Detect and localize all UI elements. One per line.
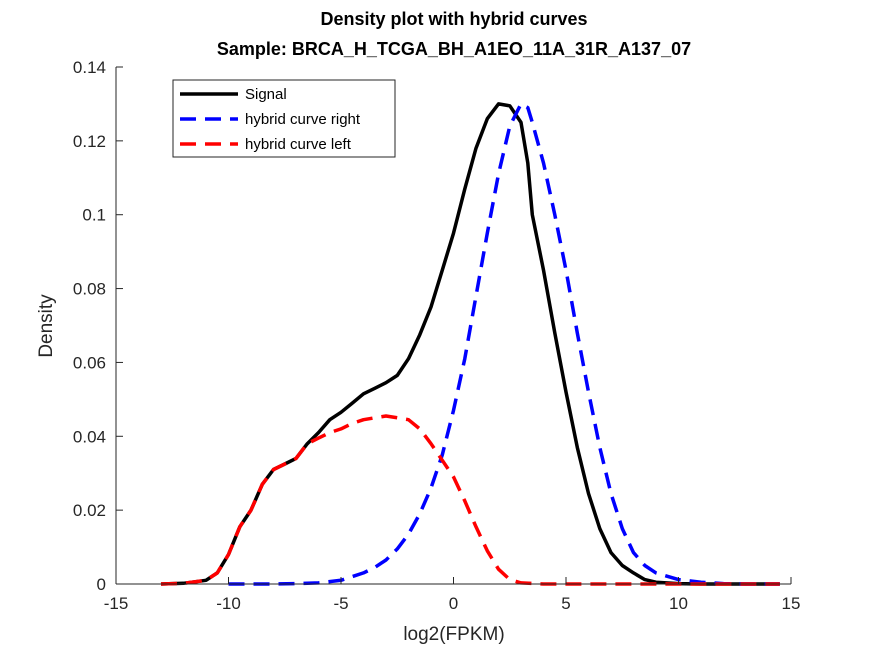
y-tick-label: 0	[97, 575, 106, 594]
y-tick-label: 0.08	[73, 280, 106, 299]
legend-label: hybrid curve right	[245, 111, 361, 128]
y-tick-label: 0.04	[73, 427, 106, 446]
legend-label: Signal	[245, 86, 287, 103]
series-layer	[160, 102, 780, 586]
chart-subtitle: Sample: BRCA_H_TCGA_BH_A1EO_11A_31R_A137…	[217, 39, 691, 59]
x-tick-label: 5	[561, 594, 570, 613]
y-tick-label: 0.06	[73, 353, 106, 372]
series-line-hybrid-left	[160, 414, 780, 586]
y-tick-label: 0.12	[73, 132, 106, 151]
legend: Signal hybrid curve right hybrid curve lef…	[172, 79, 396, 158]
legend-label: hybrid curve left	[245, 136, 352, 153]
y-tick-label: 0.14	[73, 58, 106, 77]
y-axis-label: Density	[36, 294, 57, 358]
x-tick-label: -5	[333, 594, 348, 613]
x-tick-label: 15	[782, 594, 801, 613]
x-tick-label: 0	[449, 594, 458, 613]
x-tick-label: -15	[104, 594, 129, 613]
chart-title: Density plot with hybrid curves	[320, 9, 587, 29]
x-axis-label: log2(FPKM)	[403, 624, 504, 645]
series-line-hybrid-right	[228, 102, 780, 586]
x-tick-label: -10	[216, 594, 241, 613]
y-ticks: 0 0.02 0.04 0.06 0.08 0.1 0.12 0.14	[73, 58, 123, 594]
legend-items: Signal hybrid curve right hybrid curve lef…	[180, 86, 361, 153]
y-tick-label: 0.02	[73, 501, 106, 520]
x-ticks: -15 -10 -5 0 5 10 15	[104, 577, 801, 613]
y-tick-label: 0.1	[82, 206, 106, 225]
x-tick-label: 10	[669, 594, 688, 613]
